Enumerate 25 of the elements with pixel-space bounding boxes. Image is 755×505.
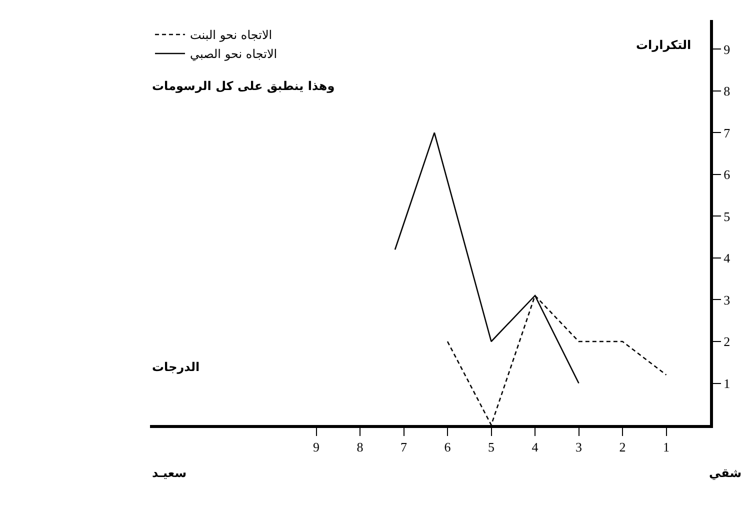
x-tick-label: 7 xyxy=(400,440,408,455)
x-tick-label: 6 xyxy=(444,440,452,455)
legend-label: الاتجاه نحو البنت xyxy=(190,28,272,42)
y-tick-label: 2 xyxy=(724,334,730,350)
text: سعيـد xyxy=(152,466,187,480)
text: شقي xyxy=(709,466,742,480)
y-tick-label: 4 xyxy=(724,250,731,266)
y-tick-label: 6 xyxy=(724,167,731,182)
annotation: وهذا ينطبق على كل الرسومات xyxy=(152,79,335,93)
y-tick-label: 8 xyxy=(724,84,730,99)
y-tick-label: 9 xyxy=(724,42,730,57)
x-axis-title: الدرجات xyxy=(152,360,200,374)
x-tick-label: 2 xyxy=(619,440,626,455)
x-tick-label: 3 xyxy=(576,440,582,455)
x-tick-label: 5 xyxy=(488,440,494,455)
x-tick-label: 9 xyxy=(313,440,320,455)
y-tick-label: 5 xyxy=(724,208,730,224)
x-tick-label: 4 xyxy=(532,440,539,455)
y-tick-label: 1 xyxy=(724,376,730,391)
legend-label: الاتجاه نحو الصبي xyxy=(190,47,278,62)
y-axis-title: التكرارات xyxy=(636,38,692,52)
x-tick-label: 8 xyxy=(356,440,364,455)
x-tick-label: 1 xyxy=(663,440,670,455)
y-tick-label: 3 xyxy=(724,292,730,308)
y-tick-label: 7 xyxy=(724,125,731,140)
